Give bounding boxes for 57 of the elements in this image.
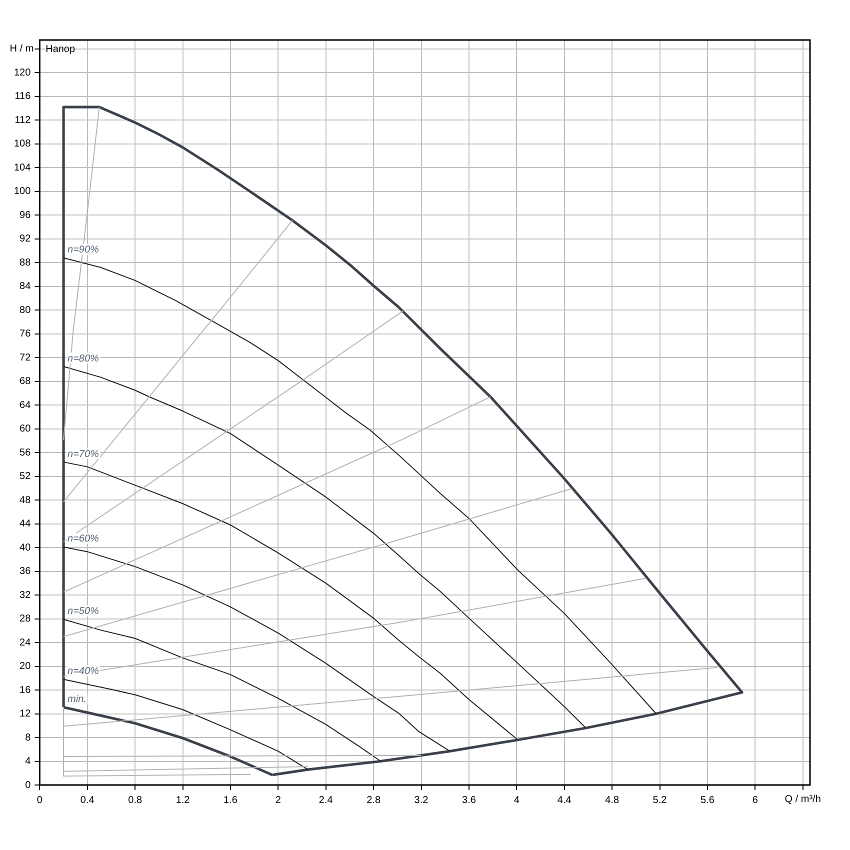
y-tick-label: 0	[25, 780, 32, 791]
chart-title: Напор	[46, 44, 76, 55]
x-tick-label: 2	[275, 794, 282, 806]
series-label: n=70%	[68, 448, 100, 460]
x-tick-label: 5.6	[700, 794, 715, 806]
x-tick-label: 2.4	[318, 794, 334, 806]
y-tick-label: 24	[20, 637, 32, 648]
y-axis-title: H / m	[10, 44, 34, 55]
x-tick-label: 3.6	[462, 794, 476, 806]
x-tick-label: 0	[36, 794, 43, 806]
y-tick-label: 64	[20, 400, 32, 411]
y-tick-label: 80	[20, 304, 32, 316]
x-tick-label: 3.2	[414, 794, 429, 806]
series-label: min.	[68, 694, 86, 706]
y-tick-label: 60	[20, 424, 32, 435]
x-tick-label: 0.8	[128, 794, 142, 806]
series-label: n=40%	[68, 666, 100, 678]
series-label: n=80%	[68, 353, 100, 364]
y-tick-label: 56	[20, 447, 32, 458]
y-tick-label: 76	[20, 328, 32, 340]
y-tick-label: 52	[20, 471, 32, 482]
y-tick-label: 44	[20, 518, 32, 530]
y-tick-label: 20	[20, 661, 32, 672]
y-tick-label: 120	[14, 67, 32, 78]
y-tick-label: 104	[14, 162, 32, 174]
x-tick-label: 0.4	[80, 794, 95, 806]
x-tick-label: 4	[514, 794, 520, 806]
series-label: n=90%	[68, 244, 100, 256]
x-tick-label: 1.2	[176, 794, 190, 806]
y-tick-label: 32	[20, 590, 32, 601]
y-tick-label: 72	[20, 352, 32, 364]
y-tick-label: 28	[20, 614, 32, 625]
x-tick-label: 6	[752, 794, 758, 806]
y-tick-label: 84	[20, 281, 32, 292]
y-tick-label: 4	[25, 756, 32, 768]
y-tick-label: 36	[20, 566, 32, 578]
y-tick-label: 100	[14, 186, 32, 198]
y-tick-label: 92	[20, 234, 32, 245]
x-tick-label: 4.4	[557, 794, 572, 806]
x-tick-label: 4.8	[605, 794, 620, 806]
x-axis-title: Q / m³/h	[784, 794, 821, 805]
series-label: n=50%	[68, 606, 100, 618]
y-tick-label: 88	[20, 257, 32, 268]
y-tick-label: 108	[14, 138, 32, 150]
y-tick-label: 112	[14, 114, 32, 126]
y-tick-label: 12	[20, 708, 32, 720]
y-tick-label: 40	[20, 542, 32, 554]
y-tick-label: 16	[20, 684, 32, 696]
y-tick-label: 68	[20, 376, 32, 388]
series-label: n=60%	[68, 534, 100, 545]
y-tick-label: 48	[20, 494, 32, 506]
x-tick-label: 2.8	[366, 794, 381, 806]
y-tick-label: 116	[14, 91, 32, 102]
y-tick-label: 96	[20, 210, 32, 221]
x-tick-label: 1.6	[224, 794, 238, 806]
y-tick-label: 8	[25, 732, 32, 744]
x-tick-label: 5.2	[652, 794, 668, 806]
